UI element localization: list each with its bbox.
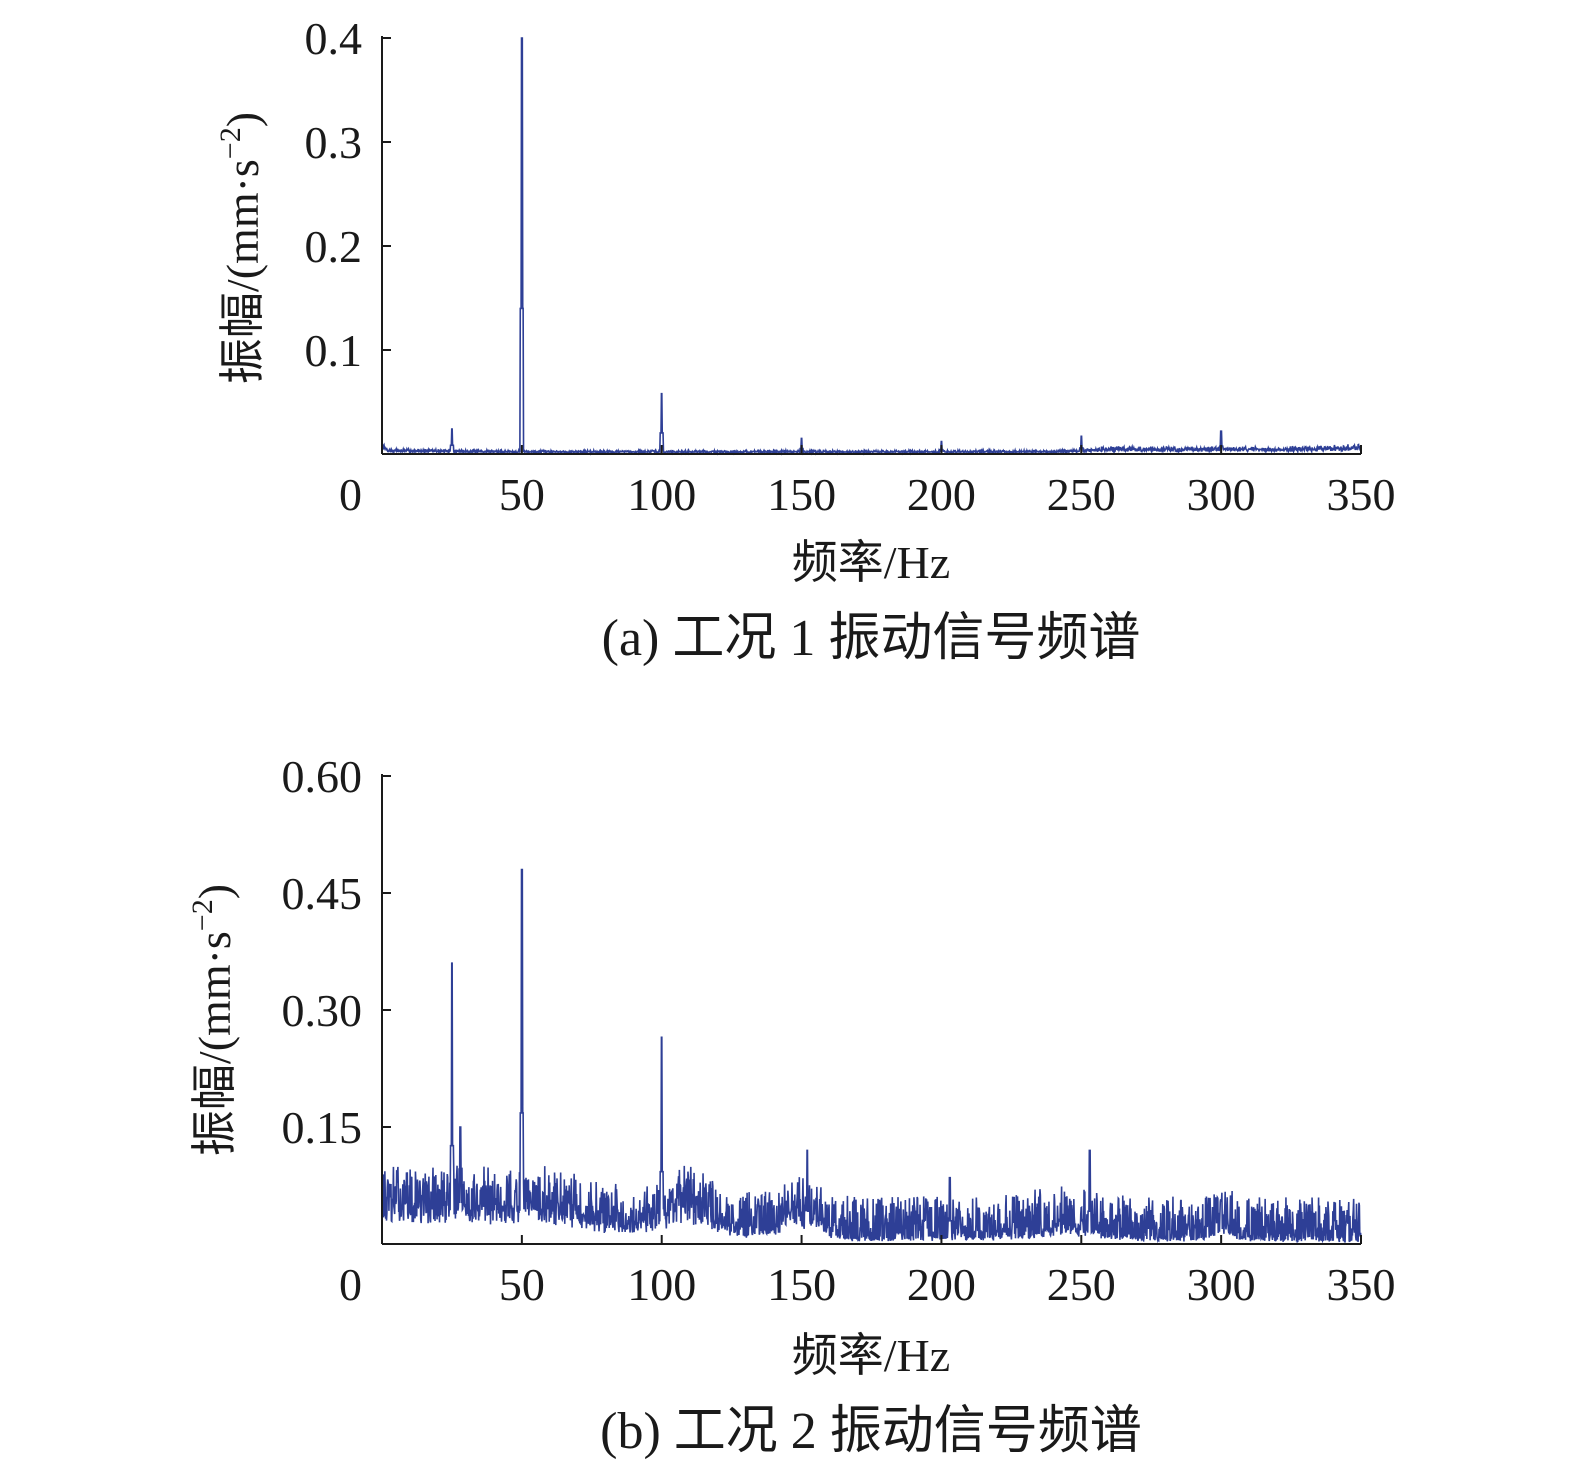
panel-b-y-tick-label: 0.45 xyxy=(282,868,363,919)
panel-a-y-axis-title: 振幅/(mm·s−2) xyxy=(214,112,268,384)
panel-a-x-axis-title: 频率/Hz xyxy=(792,537,950,588)
panel-b-y-axis-title-main: 振幅/(mm·s xyxy=(189,931,240,1156)
panel-a-caption: (a) 工况 1 振动信号频谱 xyxy=(602,610,1141,667)
panel-b-y-axis-title-exp: −2 xyxy=(186,899,219,931)
panel-a-x-tick-label: 250 xyxy=(1047,469,1116,520)
panel-a-x-tick-label: 300 xyxy=(1187,469,1256,520)
panel-a-y-axis-title-exp: −2 xyxy=(214,127,247,159)
panel-b-x-tick-label: 100 xyxy=(627,1259,696,1310)
panel-b-y-axis-title: 振幅/(mm·s−2) xyxy=(186,884,240,1156)
panel-a: 0.1 0.2 0.3 0.4 0 50 100 150 200 250 300 350 振幅/(m… xyxy=(214,13,1396,667)
panel-a-x-tick-label: 0 xyxy=(339,469,362,520)
panel-a-x-tick-label: 100 xyxy=(627,469,696,520)
panel-b-y-tick-label: 0.15 xyxy=(282,1102,363,1153)
panel-a-y-tick-label: 0.3 xyxy=(305,117,363,168)
panel-a-y-tick-label: 0.2 xyxy=(305,221,363,272)
panel-b-x-axis-title: 频率/Hz xyxy=(792,1330,950,1381)
panel-a-x-tick-label: 150 xyxy=(767,469,836,520)
panel-a-y-tick-label: 0.1 xyxy=(305,325,363,376)
panel-a-y-axis: 0.1 0.2 0.3 0.4 xyxy=(305,13,391,454)
panel-b-x-tick-label: 350 xyxy=(1327,1259,1396,1310)
panel-a-x-tick-label: 350 xyxy=(1327,469,1396,520)
panel-b-x-tick-label: 300 xyxy=(1187,1259,1256,1310)
panel-a-y-axis-title-close: ) xyxy=(217,112,268,127)
panel-b-y-tick-label: 0.60 xyxy=(282,751,363,802)
panel-a-spectrum-line xyxy=(381,37,1362,456)
panel-b-caption: (b) 工况 2 振动信号频谱 xyxy=(600,1403,1142,1460)
panel-a-x-tick-label: 50 xyxy=(499,469,545,520)
panel-b-x-tick-label: 200 xyxy=(907,1259,976,1310)
panel-b-x-tick-label: 150 xyxy=(767,1259,836,1310)
panel-b-x-tick-label: 250 xyxy=(1047,1259,1116,1310)
panel-b-y-tick-label: 0.30 xyxy=(282,985,363,1036)
panel-a-y-tick-label: 0.4 xyxy=(305,13,363,64)
panel-a-y-axis-title-main: 振幅/(mm·s xyxy=(217,159,268,384)
panel-b-y-axis-title-close: ) xyxy=(189,884,240,899)
panel-b-x-axis: 0 50 100 150 200 250 300 350 xyxy=(339,1235,1396,1310)
panel-b-y-axis: 0.15 0.30 0.45 0.60 xyxy=(282,751,391,1244)
panel-a-x-tick-label: 200 xyxy=(907,469,976,520)
panel-b-x-tick-label: 0 xyxy=(339,1259,362,1310)
panel-b-spectrum-line xyxy=(381,868,1362,1244)
panel-a-x-axis: 0 50 100 150 200 250 300 350 xyxy=(339,445,1396,520)
panel-b: 0.15 0.30 0.45 0.60 0 50 100 150 200 250 300 350 振… xyxy=(186,751,1396,1460)
panel-b-x-tick-label: 50 xyxy=(499,1259,545,1310)
